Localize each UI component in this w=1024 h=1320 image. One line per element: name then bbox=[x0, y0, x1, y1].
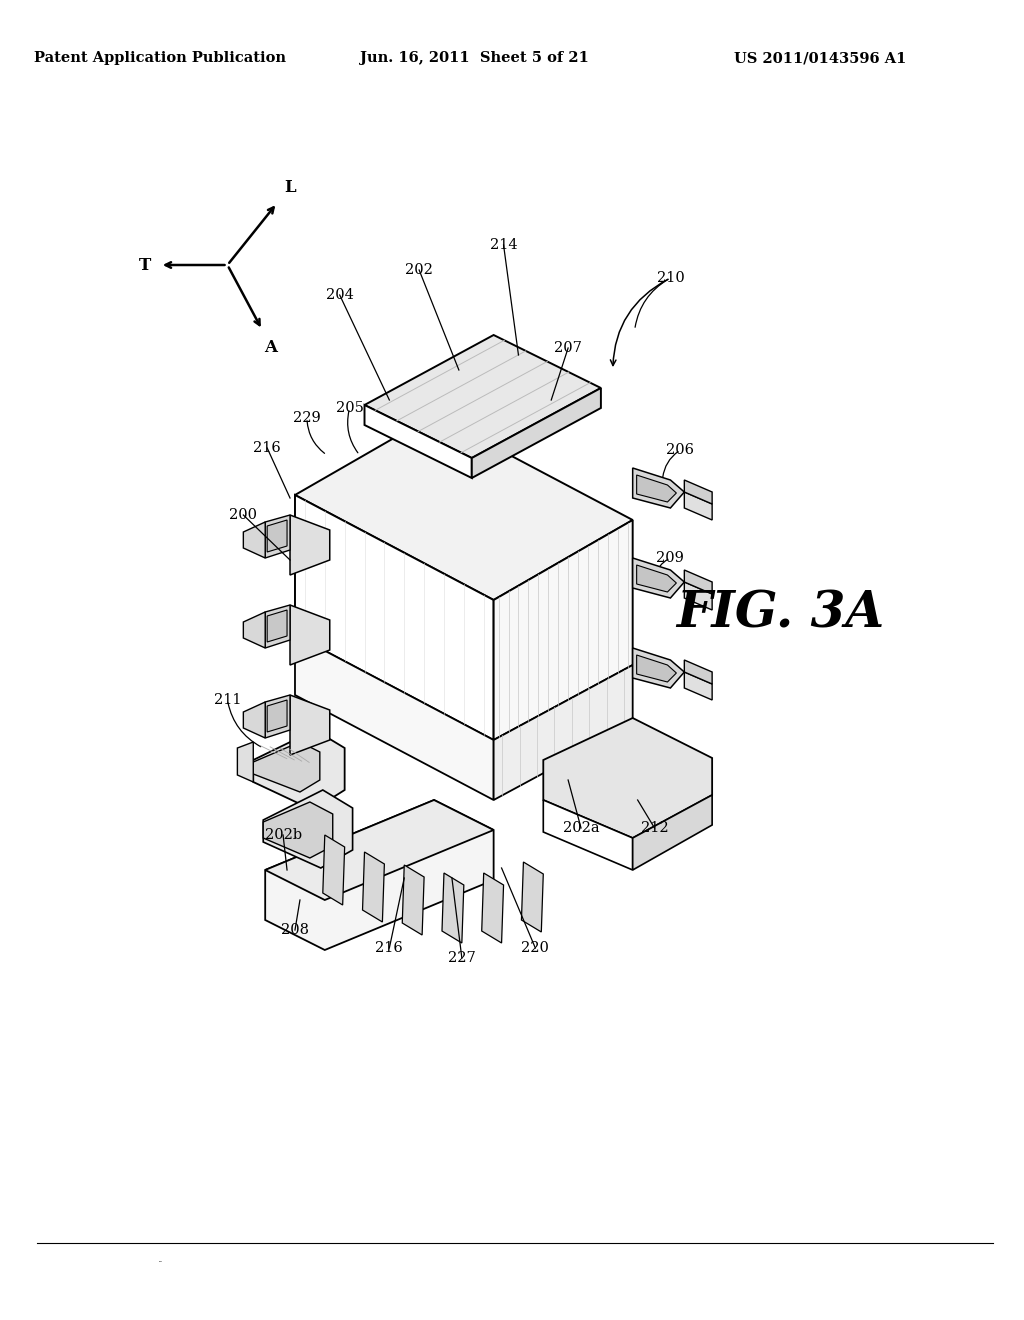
Text: A: A bbox=[263, 338, 276, 355]
Polygon shape bbox=[494, 520, 633, 741]
Text: Jun. 16, 2011  Sheet 5 of 21: Jun. 16, 2011 Sheet 5 of 21 bbox=[360, 51, 589, 65]
Text: 202b: 202b bbox=[264, 828, 302, 842]
Polygon shape bbox=[365, 405, 472, 478]
Polygon shape bbox=[472, 388, 601, 478]
Polygon shape bbox=[238, 742, 253, 781]
Polygon shape bbox=[544, 718, 712, 838]
Polygon shape bbox=[637, 565, 677, 591]
Text: 211: 211 bbox=[214, 693, 242, 708]
Text: 204: 204 bbox=[326, 288, 353, 302]
Polygon shape bbox=[684, 672, 712, 700]
Polygon shape bbox=[290, 515, 330, 576]
Polygon shape bbox=[263, 789, 352, 869]
Polygon shape bbox=[265, 515, 290, 558]
Text: 212: 212 bbox=[641, 821, 669, 836]
Text: 229: 229 bbox=[293, 411, 321, 425]
Polygon shape bbox=[265, 605, 290, 648]
Polygon shape bbox=[263, 803, 333, 858]
Text: Patent Application Publication: Patent Application Publication bbox=[34, 51, 286, 65]
Polygon shape bbox=[265, 800, 494, 900]
Polygon shape bbox=[684, 480, 712, 504]
Polygon shape bbox=[481, 873, 504, 942]
Polygon shape bbox=[323, 836, 345, 906]
Polygon shape bbox=[244, 612, 265, 648]
Polygon shape bbox=[267, 700, 287, 733]
Polygon shape bbox=[442, 873, 464, 942]
Polygon shape bbox=[295, 414, 633, 601]
Polygon shape bbox=[253, 742, 319, 792]
Text: L: L bbox=[285, 178, 296, 195]
Text: 202: 202 bbox=[406, 263, 433, 277]
Text: FIG. 3A: FIG. 3A bbox=[676, 589, 884, 639]
Polygon shape bbox=[684, 660, 712, 684]
Text: 210: 210 bbox=[656, 271, 684, 285]
Text: 202a: 202a bbox=[563, 821, 599, 836]
Polygon shape bbox=[267, 520, 287, 552]
Text: 205: 205 bbox=[336, 401, 364, 414]
Polygon shape bbox=[290, 605, 330, 665]
Polygon shape bbox=[365, 335, 601, 458]
Polygon shape bbox=[244, 702, 265, 738]
Polygon shape bbox=[633, 558, 684, 598]
Polygon shape bbox=[637, 475, 677, 502]
Polygon shape bbox=[402, 865, 424, 935]
Text: 216: 216 bbox=[253, 441, 281, 455]
Polygon shape bbox=[362, 851, 384, 921]
Polygon shape bbox=[684, 570, 712, 594]
Polygon shape bbox=[253, 730, 345, 810]
Text: 220: 220 bbox=[521, 941, 549, 954]
Polygon shape bbox=[633, 795, 712, 870]
Polygon shape bbox=[637, 655, 677, 682]
Polygon shape bbox=[290, 696, 330, 755]
Polygon shape bbox=[494, 665, 633, 800]
Text: 214: 214 bbox=[489, 238, 517, 252]
Polygon shape bbox=[244, 521, 265, 558]
Text: 207: 207 bbox=[554, 341, 582, 355]
Text: 208: 208 bbox=[281, 923, 309, 937]
Text: 200: 200 bbox=[229, 508, 257, 521]
Text: US 2011/0143596 A1: US 2011/0143596 A1 bbox=[734, 51, 907, 65]
Polygon shape bbox=[633, 469, 684, 508]
Polygon shape bbox=[295, 495, 494, 741]
Polygon shape bbox=[295, 635, 494, 800]
Polygon shape bbox=[265, 800, 494, 950]
Polygon shape bbox=[521, 862, 544, 932]
Polygon shape bbox=[633, 648, 684, 688]
Polygon shape bbox=[684, 492, 712, 520]
Text: 209: 209 bbox=[656, 550, 684, 565]
Polygon shape bbox=[544, 800, 633, 870]
Polygon shape bbox=[265, 696, 290, 738]
Text: 216: 216 bbox=[376, 941, 403, 954]
Polygon shape bbox=[684, 582, 712, 610]
Text: T: T bbox=[139, 256, 152, 273]
Polygon shape bbox=[267, 610, 287, 642]
Text: 227: 227 bbox=[447, 950, 476, 965]
Text: 206: 206 bbox=[667, 444, 694, 457]
